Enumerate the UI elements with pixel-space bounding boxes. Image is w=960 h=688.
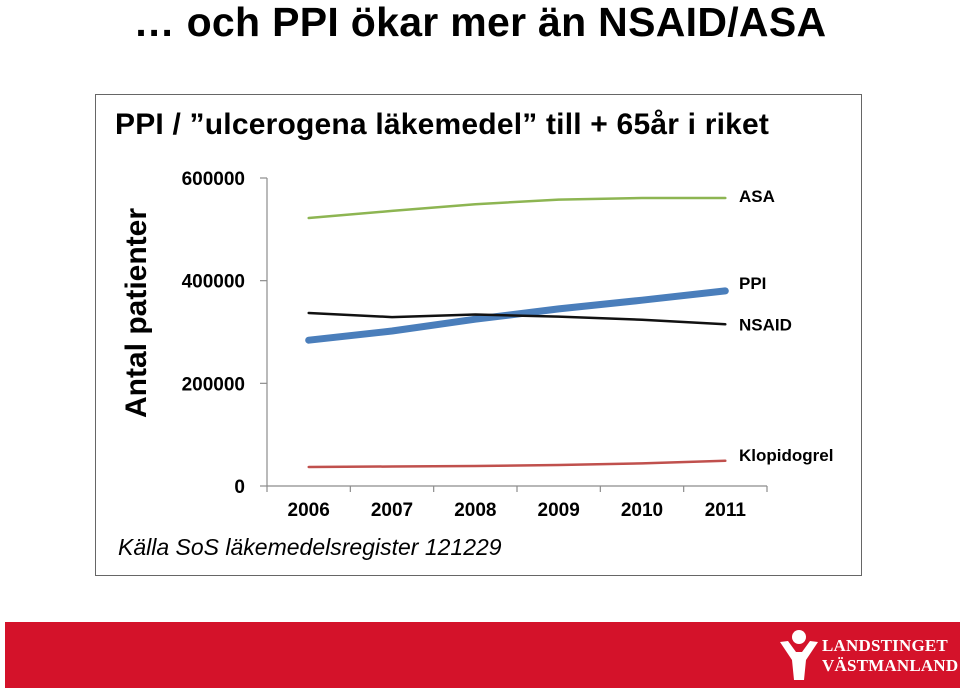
x-tick-label: 2010 — [621, 500, 663, 521]
line-chart: 0 200000 400000 600000 2006 2007 2008 2009 2010 2… — [120, 169, 833, 521]
chart-series — [305, 196, 729, 469]
figure-emblem-icon — [780, 630, 818, 680]
y-tick-label: 600000 — [182, 169, 245, 190]
series-label-ppi: PPI — [739, 274, 766, 293]
y-tick-label: 0 — [234, 477, 245, 498]
chart-title: PPI / ”ulcerogena läkemedel” till + 65år… — [115, 108, 770, 141]
series-line-klopidogrel — [307, 459, 727, 469]
logo-text-line2: VÄSTMANLAND — [822, 656, 959, 675]
landstinget-logo: LANDSTINGET VÄSTMANLAND — [778, 628, 958, 682]
slide-title: … och PPI ökar mer än NSAID/ASA — [133, 0, 827, 45]
logo-text-line1: LANDSTINGET — [822, 636, 948, 655]
x-tick-label: 2006 — [288, 500, 330, 521]
series-line-asa — [307, 196, 727, 220]
y-tick-label: 200000 — [182, 374, 245, 395]
chart-axes: 0 200000 400000 600000 2006 2007 2008 2009 2010 2… — [182, 169, 768, 521]
x-tick-label: 2011 — [705, 500, 747, 521]
chart-frame — [95, 94, 862, 576]
series-line-ppi — [305, 287, 729, 344]
x-tick-label: 2008 — [454, 500, 496, 521]
series-label-asa: ASA — [739, 187, 775, 206]
series-label-klopidogrel: Klopidogrel — [739, 446, 833, 465]
x-tick-label: 2009 — [538, 500, 580, 521]
x-tick-label: 2007 — [371, 500, 413, 521]
series-label-nsaid: NSAID — [739, 315, 792, 334]
series-line-nsaid — [307, 311, 727, 326]
source-note: Källa SoS läkemedelsregister 121229 — [118, 534, 502, 560]
y-axis-title: Antal patienter — [120, 208, 153, 418]
chart-labels: ASA PPI NSAID Klopidogrel — [739, 187, 833, 465]
y-tick-label: 400000 — [182, 272, 245, 293]
